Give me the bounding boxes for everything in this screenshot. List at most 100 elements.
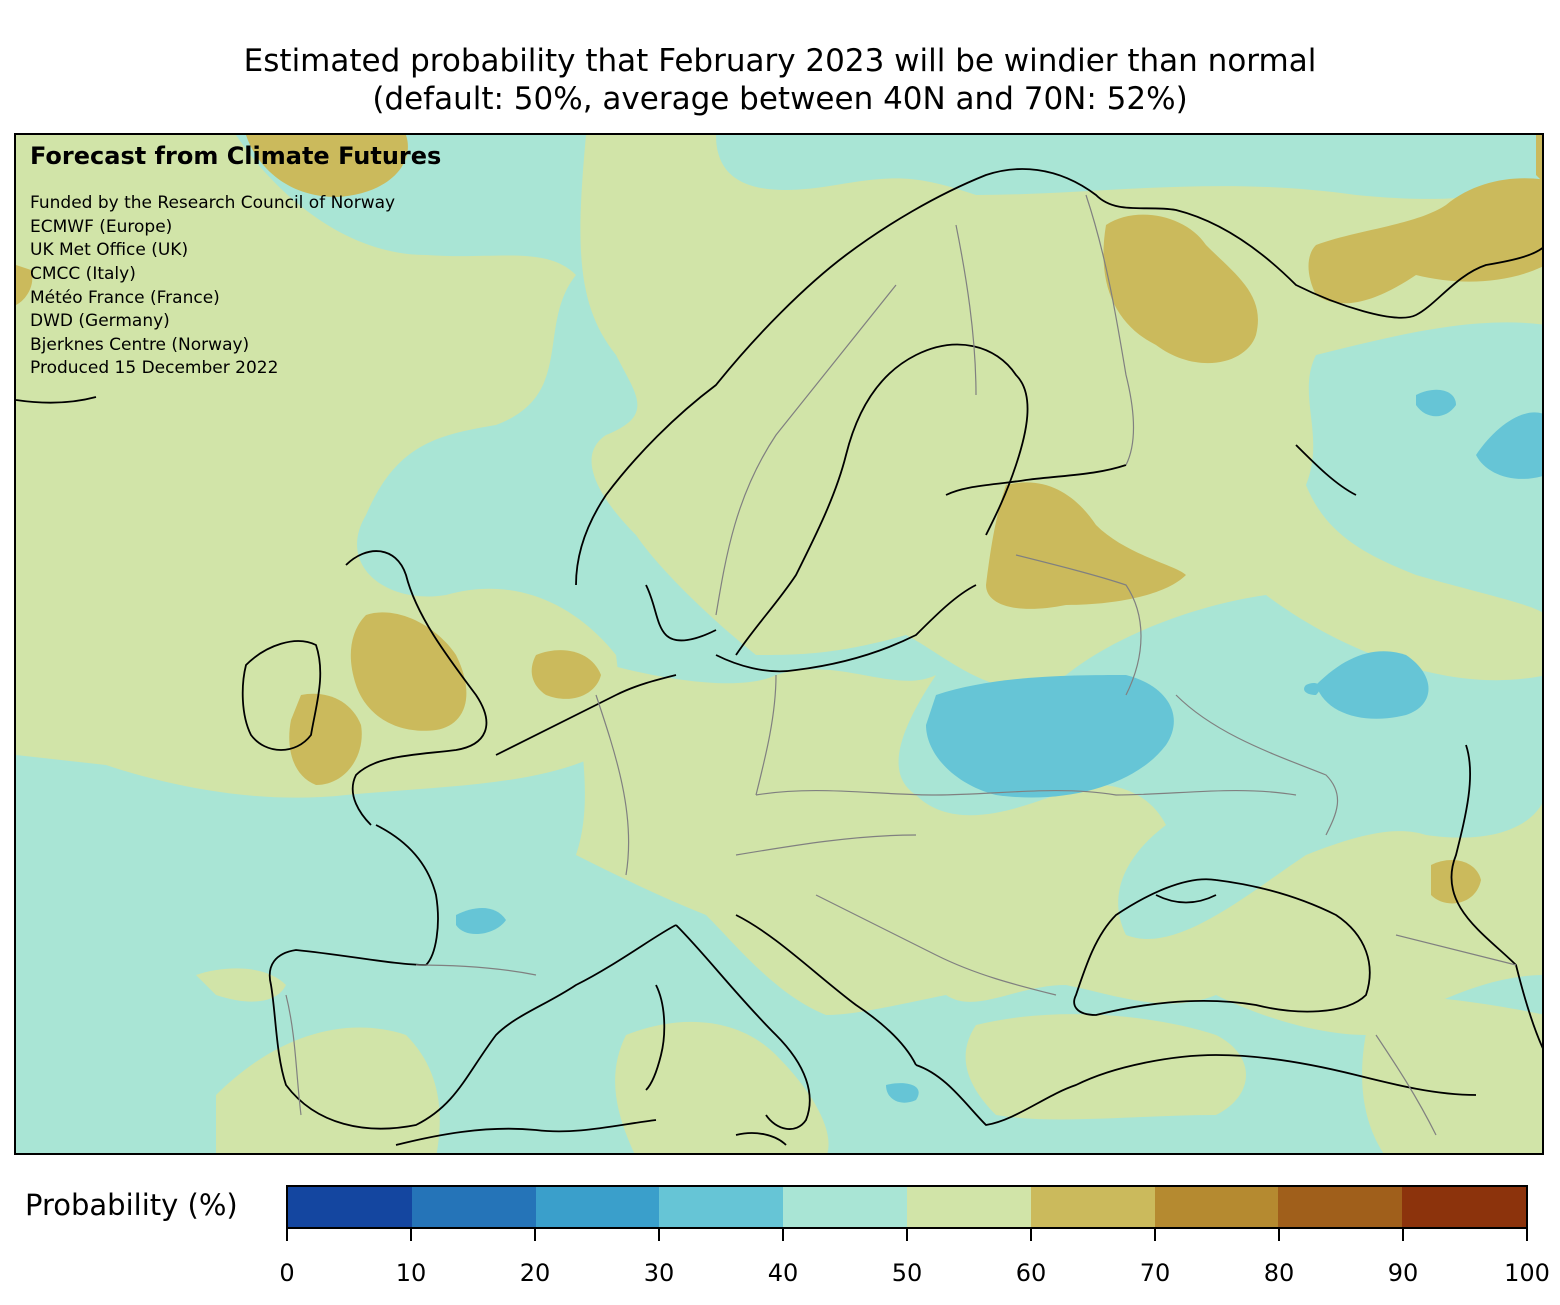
coast-sweden-baltic [735,343,1029,656]
credit-line-bjerknes: Bjerknes Centre (Norway) [30,335,250,355]
colorbar-segment-3 [659,1187,784,1227]
border-poland-germany [755,674,777,796]
border-germany-france [595,694,630,876]
colorbar-tick-mark [410,1229,412,1241]
country-borders [285,194,1517,1136]
coast-sicily [735,1132,787,1146]
credit-line-meteofrance: Météo France (France) [30,288,220,308]
colorbar-tick-label: 40 [767,1259,799,1287]
region-russia-east [1476,412,1542,479]
credit-heading: Forecast from Climate Futures [30,142,442,170]
coast-white-sea [1295,444,1357,496]
colorbar-tick-mark [1402,1229,1404,1241]
coast-iceland-edge [16,396,97,404]
prob-below-40-regions [456,389,1542,1103]
colorbar-segment-6 [1030,1187,1155,1227]
credit-line-dwd: DWD (Germany) [30,311,170,331]
region-arctic-corner [1536,135,1542,181]
coast-adriatic [735,914,917,1066]
colorbar-tick-label: 70 [1139,1259,1171,1287]
title-line-2: (default: 50%, average between 40N and 7… [372,81,1188,117]
colorbar-tick-mark [782,1229,784,1241]
region-italy-south [615,1021,829,1153]
coast-denmark [645,584,717,642]
coast-italy [675,924,811,1130]
border-russia-baltic [1015,554,1142,696]
border-finland-russia [1085,194,1135,466]
border-austria-hungary [735,834,917,856]
colorbar-tick-mark [1154,1229,1156,1241]
coast-black-sea [1073,878,1371,1016]
region-greece-turkey [965,1014,1246,1120]
region-turkey-east [1362,995,1542,1153]
colorbar-segment-0 [288,1187,412,1227]
colorbar-tick-label: 100 [1504,1259,1550,1287]
colorbar-tick-label: 50 [891,1259,923,1287]
coast-corsica-sardinia [645,984,666,1091]
coast-azov [1155,894,1217,904]
border-caucasus [1395,934,1517,966]
region-north-atlantic-west [16,135,626,798]
coast-britain [345,550,488,826]
colorbar-segment-9 [1402,1187,1526,1227]
colorbar-ticks: 0 10 20 30 40 50 60 70 80 90 100 [279,1229,1550,1289]
colorbar-tick-mark [658,1229,660,1241]
colorbar-segment-7 [1154,1187,1279,1227]
region-ionian [886,1083,919,1103]
region-biscay [456,908,506,935]
colorbar-label: Probability (%) [25,1188,238,1222]
coast-north-africa [395,1119,657,1146]
colorbar-tick-mark [1526,1229,1528,1241]
coast-greece-turkey [915,1054,1477,1126]
region-north-atlantic-top [246,135,408,197]
region-poland-belarus [926,675,1174,798]
region-mid-atlantic [1304,683,1321,695]
coast-caspian [1450,744,1542,1049]
colorbar-tick-mark [534,1229,536,1241]
colorbar [286,1185,1528,1229]
coast-finland-gulf [945,464,1127,496]
region-russia-south [1316,651,1429,719]
credit-line-funding: Funded by the Research Council of Norway [30,193,396,213]
colorbar-segment-2 [535,1187,660,1227]
coast-continent-north [495,674,677,756]
border-balkans [815,894,1057,996]
credit-line-ukmo: UK Met Office (UK) [30,240,189,260]
coast-france-iberia [268,824,677,1130]
border-sweden-finland [955,224,977,396]
coast-norway-kola [575,168,1542,586]
colorbar-tick-mark [1278,1229,1280,1241]
colorbar-tick-label: 60 [1015,1259,1047,1287]
colorbar-segment-1 [411,1187,536,1227]
colorbar-segment-4 [783,1187,907,1227]
border-central-east [755,789,1297,796]
region-caucasus [1431,860,1481,904]
prob-50-60-regions [16,135,1542,1153]
region-scandinavia-russia [580,135,1542,689]
colorbar-tick-label: 10 [395,1259,427,1287]
region-kola [1103,214,1258,364]
border-turkey-east [1375,1034,1437,1136]
coastlines [16,168,1542,1146]
region-iberia-south [216,1027,440,1153]
colorbar-tick-label: 80 [1263,1259,1295,1287]
colorbar-segment-5 [906,1187,1031,1227]
colorbar-tick-mark [286,1229,288,1241]
border-norway-sweden [715,284,897,616]
colorbar-tick-label: 30 [643,1259,675,1287]
border-france-spain [415,964,537,976]
colorbar-tick-label: 20 [519,1259,551,1287]
colorbar-tick-label: 90 [1387,1259,1419,1287]
region-central-europe [576,655,1542,1035]
colorbar-tick-mark [906,1229,908,1241]
title-line-1: Estimated probability that February 2023… [243,43,1317,79]
border-ukraine-russia [1175,694,1339,836]
prob-60-70-regions [16,135,1542,904]
region-atlantic-edge [16,265,33,305]
colorbar-tick-mark [1030,1229,1032,1241]
map-canvas [16,135,1542,1153]
coast-baltic-south [715,584,977,673]
colorbar-tick-label: 0 [279,1259,295,1287]
credit-line-ecmwf: ECMWF (Europe) [30,217,173,237]
coast-ireland [241,640,322,751]
